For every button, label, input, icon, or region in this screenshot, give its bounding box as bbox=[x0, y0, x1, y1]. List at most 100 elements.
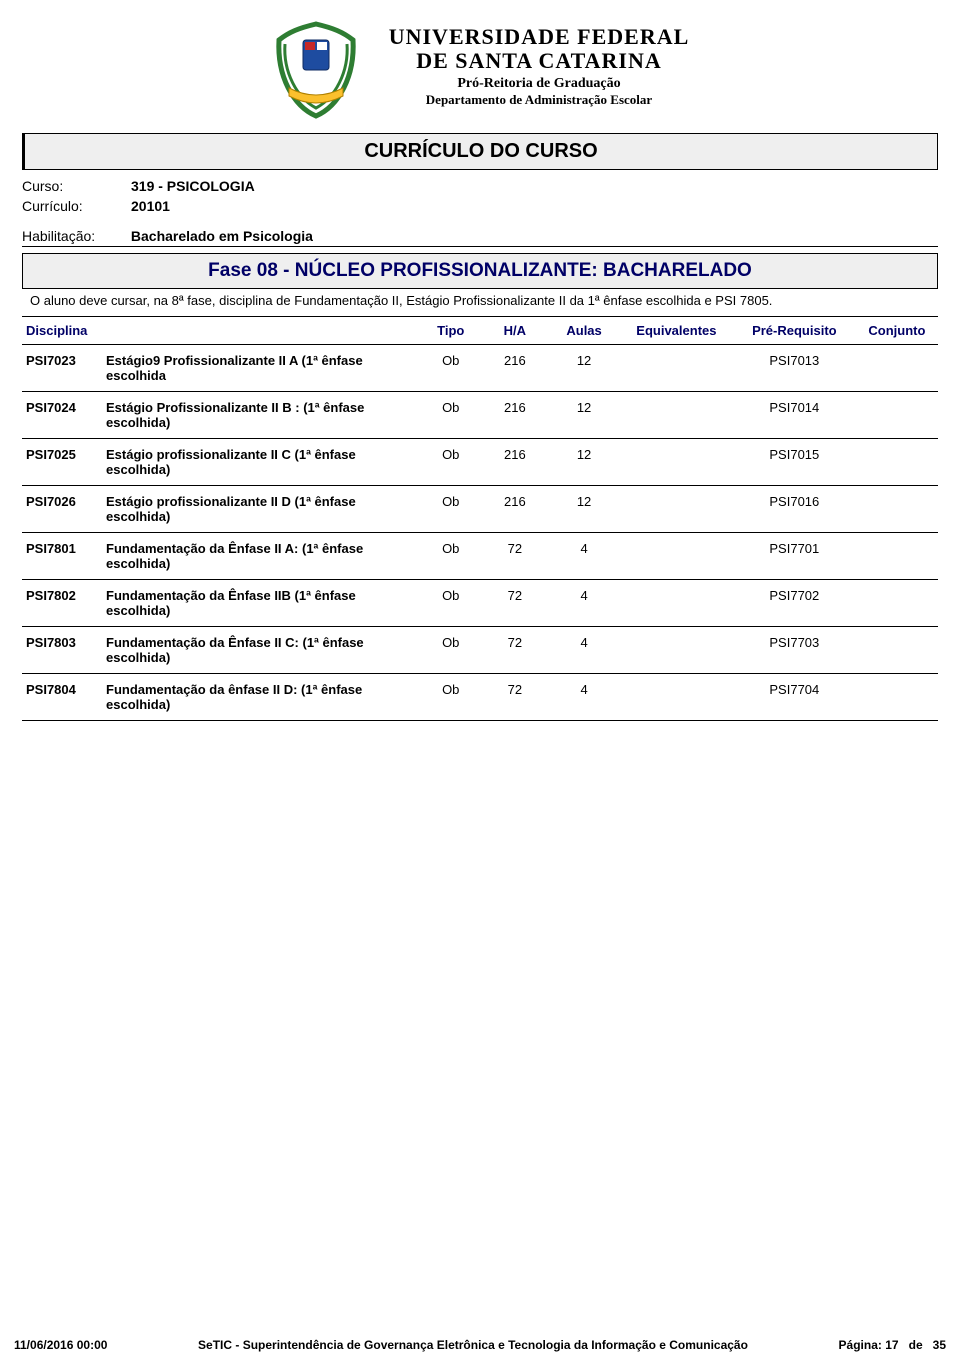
university-name-line1: UNIVERSIDADE FEDERAL bbox=[389, 24, 690, 50]
cell-ha: 72 bbox=[482, 580, 549, 627]
table-header-row: Disciplina Tipo H/A Aulas Equivalentes P… bbox=[22, 317, 938, 345]
cell-conjunto bbox=[856, 486, 938, 533]
cell-aulas: 4 bbox=[548, 627, 620, 674]
cell-pre: PSI7701 bbox=[733, 533, 856, 580]
cell-name: Estágio9 Profissionalizante II A (1ª ênf… bbox=[102, 345, 420, 392]
cell-conjunto bbox=[856, 627, 938, 674]
document-page: UNIVERSIDADE FEDERAL DE SANTA CATARINA P… bbox=[0, 0, 960, 1364]
cell-ha: 216 bbox=[482, 345, 549, 392]
cell-conjunto bbox=[856, 439, 938, 486]
cell-conjunto bbox=[856, 392, 938, 439]
page-footer: 11/06/2016 00:00 SeTIC - Superintendênci… bbox=[0, 1338, 960, 1352]
university-subtitle-1: Pró-Reitoria de Graduação bbox=[389, 76, 690, 92]
cell-name: Estágio Profissionalizante II B : (1ª ên… bbox=[102, 392, 420, 439]
footer-pagination: Página: 17 de 35 bbox=[839, 1338, 946, 1352]
cell-code: PSI7804 bbox=[22, 674, 102, 721]
table-row: PSI7023Estágio9 Profissionalizante II A … bbox=[22, 345, 938, 392]
cell-aulas: 12 bbox=[548, 486, 620, 533]
cell-name: Fundamentação da Ênfase IIB (1ª ênfase e… bbox=[102, 580, 420, 627]
habilitacao-value: Bacharelado em Psicologia bbox=[131, 228, 313, 244]
footer-page-total: 35 bbox=[933, 1338, 946, 1352]
cell-conjunto bbox=[856, 674, 938, 721]
curriculo-label: Currículo: bbox=[22, 198, 117, 214]
curso-value: 319 - PSICOLOGIA bbox=[131, 178, 255, 194]
th-conjunto: Conjunto bbox=[856, 317, 938, 345]
curriculo-value: 20101 bbox=[131, 198, 170, 214]
cell-equivalentes bbox=[620, 345, 733, 392]
cell-equivalentes bbox=[620, 486, 733, 533]
cell-aulas: 12 bbox=[548, 439, 620, 486]
th-ha: H/A bbox=[482, 317, 549, 345]
table-row: PSI7025Estágio profissionalizante II C (… bbox=[22, 439, 938, 486]
info-curso: Curso: 319 - PSICOLOGIA bbox=[22, 178, 938, 194]
cell-code: PSI7803 bbox=[22, 627, 102, 674]
footer-page-label: Página: bbox=[839, 1338, 882, 1352]
cell-tipo: Ob bbox=[420, 439, 482, 486]
cell-name: Fundamentação da Ênfase II A: (1ª ênfase… bbox=[102, 533, 420, 580]
th-tipo: Tipo bbox=[420, 317, 482, 345]
cell-tipo: Ob bbox=[420, 345, 482, 392]
cell-ha: 216 bbox=[482, 486, 549, 533]
cell-tipo: Ob bbox=[420, 580, 482, 627]
letterhead: UNIVERSIDADE FEDERAL DE SANTA CATARINA P… bbox=[22, 18, 938, 123]
cell-pre: PSI7703 bbox=[733, 627, 856, 674]
cell-conjunto bbox=[856, 533, 938, 580]
cell-equivalentes bbox=[620, 580, 733, 627]
university-subtitle-2: Departamento de Administração Escolar bbox=[389, 92, 690, 108]
cell-tipo: Ob bbox=[420, 627, 482, 674]
cell-code: PSI7024 bbox=[22, 392, 102, 439]
info-curriculo: Currículo: 20101 bbox=[22, 198, 938, 214]
table-row: PSI7804Fundamentação da ênfase II D: (1ª… bbox=[22, 674, 938, 721]
cell-tipo: Ob bbox=[420, 674, 482, 721]
footer-page-sep: de bbox=[909, 1338, 923, 1352]
table-row: PSI7026Estágio profissionalizante II D (… bbox=[22, 486, 938, 533]
university-name-line2: DE SANTA CATARINA bbox=[389, 48, 690, 74]
cell-ha: 72 bbox=[482, 674, 549, 721]
cell-equivalentes bbox=[620, 392, 733, 439]
university-name-block: UNIVERSIDADE FEDERAL DE SANTA CATARINA P… bbox=[389, 18, 690, 108]
phase-title: Fase 08 - NÚCLEO PROFISSIONALIZANTE: BAC… bbox=[22, 253, 938, 289]
th-aulas: Aulas bbox=[548, 317, 620, 345]
university-crest bbox=[271, 18, 361, 123]
cell-aulas: 4 bbox=[548, 580, 620, 627]
cell-aulas: 12 bbox=[548, 345, 620, 392]
curso-label: Curso: bbox=[22, 178, 117, 194]
cell-ha: 72 bbox=[482, 627, 549, 674]
cell-name: Fundamentação da Ênfase II C: (1ª ênfase… bbox=[102, 627, 420, 674]
cell-equivalentes bbox=[620, 674, 733, 721]
cell-equivalentes bbox=[620, 439, 733, 486]
cell-tipo: Ob bbox=[420, 533, 482, 580]
table-row: PSI7801Fundamentação da Ênfase II A: (1ª… bbox=[22, 533, 938, 580]
cell-pre: PSI7704 bbox=[733, 674, 856, 721]
cell-code: PSI7801 bbox=[22, 533, 102, 580]
cell-aulas: 4 bbox=[548, 674, 620, 721]
cell-aulas: 4 bbox=[548, 533, 620, 580]
cell-tipo: Ob bbox=[420, 486, 482, 533]
cell-ha: 216 bbox=[482, 439, 549, 486]
cell-pre: PSI7702 bbox=[733, 580, 856, 627]
cell-name: Estágio profissionalizante II C (1ª ênfa… bbox=[102, 439, 420, 486]
cell-pre: PSI7015 bbox=[733, 439, 856, 486]
cell-pre: PSI7013 bbox=[733, 345, 856, 392]
table-row: PSI7024Estágio Profissionalizante II B :… bbox=[22, 392, 938, 439]
phase-description: O aluno deve cursar, na 8ª fase, discipl… bbox=[30, 293, 936, 308]
page-title: CURRÍCULO DO CURSO bbox=[22, 133, 938, 170]
cell-name: Estágio profissionalizante II D (1ª ênfa… bbox=[102, 486, 420, 533]
cell-code: PSI7025 bbox=[22, 439, 102, 486]
habilitacao-label: Habilitação: bbox=[22, 228, 127, 244]
cell-equivalentes bbox=[620, 627, 733, 674]
cell-name: Fundamentação da ênfase II D: (1ª ênfase… bbox=[102, 674, 420, 721]
cell-tipo: Ob bbox=[420, 392, 482, 439]
info-habilitacao: Habilitação: Bacharelado em Psicologia bbox=[22, 228, 938, 247]
cell-aulas: 12 bbox=[548, 392, 620, 439]
th-disciplina: Disciplina bbox=[22, 317, 420, 345]
cell-conjunto bbox=[856, 345, 938, 392]
footer-org: SeTIC - Superintendência de Governança E… bbox=[107, 1338, 838, 1352]
footer-page-current: 17 bbox=[885, 1338, 898, 1352]
cell-pre: PSI7016 bbox=[733, 486, 856, 533]
cell-ha: 216 bbox=[482, 392, 549, 439]
table-row: PSI7803Fundamentação da Ênfase II C: (1ª… bbox=[22, 627, 938, 674]
disciplines-table: Disciplina Tipo H/A Aulas Equivalentes P… bbox=[22, 316, 938, 721]
footer-datetime: 11/06/2016 00:00 bbox=[14, 1338, 107, 1352]
th-prerequisito: Pré-Requisito bbox=[733, 317, 856, 345]
